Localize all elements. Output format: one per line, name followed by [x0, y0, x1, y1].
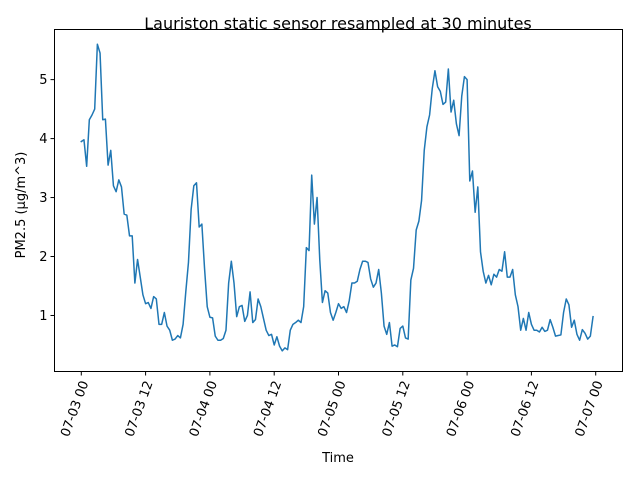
chart-title: Lauriston static sensor resampled at 30 …	[144, 14, 532, 33]
x-axis-label: Time	[321, 451, 354, 466]
y-tick-label: 5	[39, 73, 47, 88]
series-line-0	[80, 43, 594, 352]
y-axis-label: PM2.5 (μg/m^3)	[14, 152, 29, 259]
y-tick-label: 1	[39, 309, 47, 324]
plot-frame	[54, 29, 623, 372]
y-tick-label: 4	[39, 132, 47, 147]
y-axis: 1 2 3 4 5	[39, 73, 55, 324]
y-tick-label: 3	[39, 191, 47, 206]
y-tick-label: 2	[39, 250, 47, 265]
plot-area	[80, 43, 594, 352]
